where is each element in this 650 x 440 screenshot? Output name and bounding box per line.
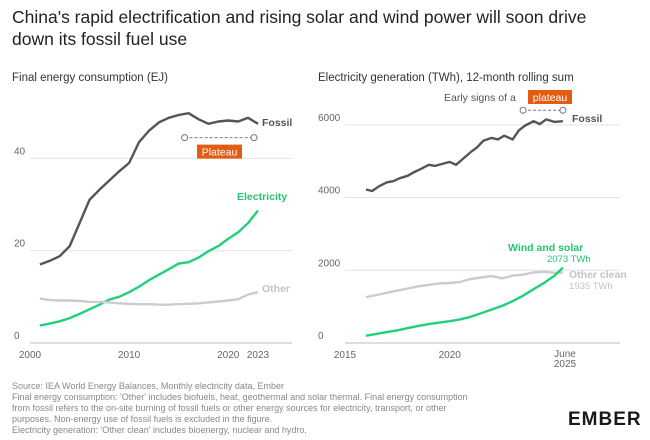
main-title: China's rapid electrification and rising… [12, 6, 632, 50]
right-plateau-label: plateau [533, 92, 568, 104]
right-chart-title: Electricity generation (TWh), 12-month r… [318, 72, 574, 84]
right-series-line-fossil [365, 118, 563, 193]
footer-line: Final energy consumption: 'Other' includ… [12, 392, 468, 402]
right-plateau-dot [559, 106, 567, 114]
footer-line: Electricity generation: 'Other clean' in… [12, 425, 307, 435]
left-plateau-dot [250, 134, 258, 142]
footer-line: from fossil refers to the on-site burnin… [12, 403, 447, 413]
right-x-tick-label: 2025 [554, 359, 577, 370]
left-series-label-other: Other [262, 283, 290, 295]
right-x-tick-label: 2015 [334, 350, 357, 361]
right-plateau-dot [519, 106, 527, 114]
left-y-tick-label: 0 [14, 331, 20, 342]
left-x-tick-label: 2000 [19, 350, 42, 361]
right-series-label-wind-solar: Wind and solar [508, 242, 583, 254]
left-plateau-box [197, 144, 242, 159]
left-series-label-fossil: Fossil [262, 117, 292, 129]
right-series-line-wind-and-solar [365, 266, 564, 337]
right-series-line-other-clean [365, 270, 563, 299]
right-series-value-other-clean: 1935 TWh [569, 281, 613, 292]
right-x-tick-label: 2020 [439, 350, 462, 361]
left-plateau-dot [181, 134, 189, 142]
right-series-label-other-clean: Other clean [569, 269, 627, 281]
left-series-line-fossil [39, 112, 259, 266]
left-chart-title: Final energy consumption (EJ) [12, 72, 168, 84]
right-y-tick-label: 2000 [318, 258, 341, 269]
right-plateau-box [528, 90, 572, 104]
right-y-tick-label: 0 [318, 331, 324, 342]
left-y-tick-label: 40 [14, 146, 26, 157]
footer-notes: Source: IEA World Energy Balances, Month… [12, 381, 532, 436]
left-x-tick-label: 2020 [217, 350, 240, 361]
right-y-tick-label: 6000 [318, 113, 341, 124]
main-title-line1: China's rapid electrification and rising… [12, 7, 587, 27]
left-series-line-electricity [39, 209, 259, 327]
left-x-tick-label: 2010 [118, 350, 141, 361]
main-title-line2: down its fossil fuel use [12, 29, 188, 49]
right-series-label-fossil: Fossil [572, 113, 602, 125]
footer-line: purposes. Non-energy use of fossil fuels… [12, 414, 273, 424]
left-x-tick-label: 2023 [247, 350, 270, 361]
ember-logo: EMBER [568, 409, 642, 430]
left-series-label-electricity: Electricity [237, 191, 287, 203]
left-y-tick-label: 20 [14, 239, 26, 250]
right-y-tick-label: 4000 [318, 186, 341, 197]
footer-line: Source: IEA World Energy Balances, Month… [12, 381, 284, 391]
right-x-tick-label: June [554, 349, 576, 360]
right-annotation-prefix: Early signs of a [444, 92, 516, 104]
left-series-line-other [39, 291, 259, 306]
left-plateau-label: Plateau [202, 147, 238, 159]
right-series-value-wind-solar: 2073 TWh [547, 254, 591, 265]
